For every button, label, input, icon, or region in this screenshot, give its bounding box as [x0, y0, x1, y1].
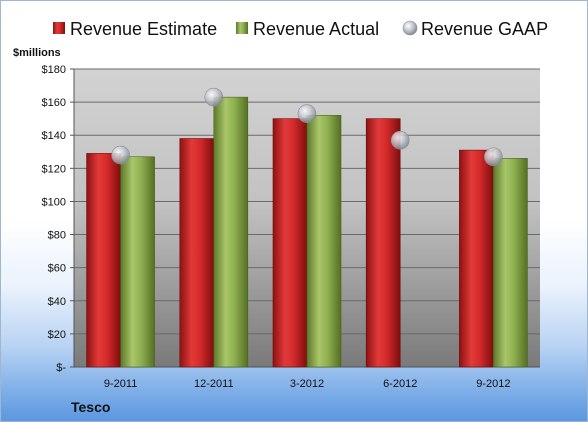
legend-swatch-revenue-estimate — [53, 22, 65, 34]
x-tick-label: 9-2012 — [476, 378, 510, 390]
y-tick-label: $40 — [48, 296, 66, 308]
y-tick-label: $80 — [48, 230, 66, 242]
marker-revenue-gaap — [390, 130, 410, 150]
x-tick-label: 3-2012 — [290, 378, 324, 390]
y-tick-label: $160 — [42, 97, 66, 109]
y-tick-label: $- — [56, 362, 66, 374]
y-tick-label: $180 — [42, 64, 66, 76]
bars — [86, 96, 528, 368]
x-tick-label: 12-2011 — [194, 378, 234, 390]
bar-revenue-estimate — [86, 153, 121, 368]
x-axis-ticks: 9-2011 12-2011 3-2012 6-2012 9-2012 — [104, 378, 511, 390]
unit-label: $millions — [13, 47, 61, 59]
y-tick-label: $20 — [48, 329, 66, 341]
legend-swatch-revenue-actual — [236, 22, 248, 34]
bar-revenue-estimate — [365, 118, 401, 368]
y-tick-label: $120 — [42, 163, 66, 175]
y-axis-ticks: $- $20 $40 $60 $80 $100 $120 $140 $160 $180 — [42, 64, 67, 374]
y-tick-label: $60 — [48, 263, 66, 275]
bar-revenue-actual — [306, 115, 342, 368]
marker-revenue-gaap — [111, 145, 130, 165]
bar-revenue-estimate — [179, 138, 215, 368]
legend: Revenue Estimate Revenue Actual Revenue GA… — [53, 19, 548, 39]
bar-revenue-actual — [120, 156, 155, 368]
company-label: Tesco — [71, 399, 110, 415]
legend-label: Revenue Actual — [253, 19, 379, 39]
x-tick-label: 6-2012 — [383, 378, 417, 390]
x-tick-label: 9-2011 — [104, 378, 137, 390]
y-tick-label: $100 — [42, 196, 66, 208]
bar-revenue-actual — [493, 158, 528, 368]
bar-revenue-estimate — [459, 149, 494, 368]
bar-revenue-estimate — [272, 118, 308, 368]
marker-revenue-gaap — [297, 104, 317, 123]
legend-label: Revenue Estimate — [70, 19, 217, 39]
legend-label: Revenue GAAP — [421, 19, 548, 39]
bar-revenue-actual — [213, 96, 249, 368]
y-tick-label: $140 — [42, 130, 66, 142]
gaap-markers — [111, 87, 503, 167]
legend-swatch-revenue-gaap — [402, 20, 418, 36]
marker-revenue-gaap — [204, 87, 224, 107]
marker-revenue-gaap — [484, 147, 503, 167]
